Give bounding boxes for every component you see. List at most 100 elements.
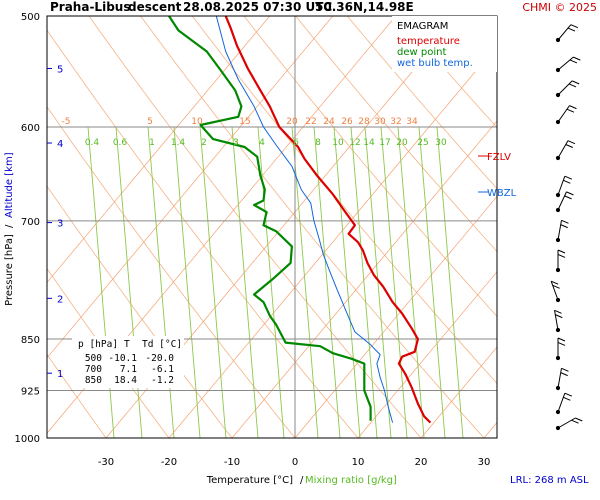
mixing-ratio-line [397, 126, 425, 438]
legend-dew-point: dew point [397, 47, 446, 58]
wind-barb-feather [560, 372, 568, 377]
mixing-ratio-label: 8 [315, 138, 321, 148]
mixing-ratio-line [350, 126, 378, 438]
mixing-ratio-labels: 0.4 0.6 1 1.4 2 3 4 6 8 10 12 14 17 20 25 30 [85, 138, 447, 148]
wind-barb-shaft [557, 56, 574, 71]
wind-barb-shaft [557, 368, 562, 389]
mixing-ratio-label: 1.4 [171, 138, 186, 148]
dry-adiabat [140, 16, 485, 438]
wind-barb-dot [555, 425, 561, 431]
temperature-tick-label: 0 [292, 457, 298, 468]
wind-barb-shaft [557, 80, 573, 96]
pressure-tick-label: 925 [21, 387, 40, 398]
header-credit: CHMI © 2025 [522, 1, 597, 14]
table-cell-p: 850 [85, 375, 102, 386]
mixing-ratio-line [291, 126, 319, 438]
profile-series [168, 16, 432, 424]
wind-barb-feather [575, 417, 583, 422]
mixing-ratio-label: 6 [293, 138, 299, 148]
wind-barb-shaft [554, 310, 559, 331]
mixing-ratio-label: 17 [379, 138, 390, 148]
isotherm-line [547, 16, 600, 438]
table-cell-t: 7.1 [120, 364, 137, 375]
isotherm-line [168, 45, 497, 438]
temperature-tick-label: -30 [98, 457, 114, 468]
legend-wet-bulb: wet bulb temp. [397, 58, 473, 69]
wind-barb-feather [569, 105, 577, 110]
wind-barb-shaft [557, 191, 567, 211]
legend-temperature: temperature [397, 36, 460, 47]
mixing-ratio-label: 30 [435, 138, 447, 148]
isotherm-label: 34 [406, 117, 418, 127]
legend-title: EMAGRAM [397, 21, 448, 32]
mixing-ratio-line [199, 126, 227, 438]
mixing-ratio-line [173, 126, 201, 438]
y-axis-label-pressure: Pressure [hPa] [4, 234, 15, 306]
isotherm-label: 10 [191, 117, 203, 127]
y-axis-label-sep: / [4, 224, 15, 228]
mixing-ratio-label: 0.6 [113, 138, 128, 148]
wind-barb-feather [571, 80, 580, 85]
wind-barb-feather [563, 396, 571, 401]
dry-adiabat [582, 0, 600, 438]
wind-barb-shaft [557, 105, 570, 123]
header-coords: 50.36N,14.98E [315, 0, 414, 14]
pressure-tick-labels: 500 600 700 850 925 1000 [15, 12, 40, 445]
mixing-ratio-label: 2 [201, 138, 207, 148]
wind-barb-dot [555, 385, 561, 391]
pressure-tick-label: 850 [21, 335, 40, 346]
header-station: Praha-Libus [50, 0, 130, 14]
data-table-box [72, 336, 184, 388]
wind-barb-shaft [557, 176, 566, 196]
temperature-tick-label: 10 [352, 457, 365, 468]
wind-barb-dot [555, 37, 561, 43]
dry-adiabat [243, 16, 497, 318]
dry-adiabat [47, 185, 233, 438]
wind-barb-feather [561, 219, 569, 224]
wind-barb-feather [557, 341, 566, 346]
altitude-tick-label: 4 [57, 139, 63, 150]
header-datetime: 28.08.2025 07:30 UTC [183, 0, 332, 14]
wind-barb-feather [567, 27, 576, 32]
isotherm-label: -5 [62, 117, 71, 127]
wind-barb-feather [550, 280, 559, 285]
dry-adiabat [398, 16, 497, 129]
wind-barb-feather [557, 249, 566, 254]
mixing-ratio-label: 12 [349, 138, 360, 148]
wind-barb-feather [563, 179, 571, 184]
dry-adiabat [346, 16, 497, 190]
x-axis-label-temperature: Temperature [°C] [206, 475, 293, 486]
x-axis-label-mixing: Mixing ratio [g/kg] [305, 475, 397, 486]
isotherm-label: 30 [374, 117, 386, 127]
wind-barb-dot [555, 207, 561, 213]
isotherm-line [231, 120, 497, 438]
altitude-tick-labels: 5 4 3 2 1 [47, 64, 63, 380]
mixing-ratio-line [364, 126, 392, 438]
series-wet-bulb-temp [215, 16, 394, 423]
isotherm-label: 5 [147, 117, 153, 127]
wind-barb-shaft [557, 393, 566, 413]
table-cell-td: -6.1 [151, 364, 174, 375]
isotherm-label: 20 [286, 117, 298, 127]
wind-barb-shaft [557, 24, 572, 41]
isotherm-line [47, 16, 271, 284]
wind-barb-shaft [550, 281, 559, 301]
isotherm-line [483, 421, 497, 438]
mixing-ratio-label: 10 [332, 138, 344, 148]
isotherm-label: 28 [358, 117, 370, 127]
wind-barb-feather [557, 253, 566, 258]
table-cell-p: 700 [85, 364, 102, 375]
wind-barb-feather [554, 309, 562, 314]
wind-barb-dot [555, 355, 561, 361]
dry-adiabat [47, 106, 296, 438]
isotherm-labels: -5 5 10 15 20 22 24 26 28 30 32 34 [62, 117, 418, 127]
dry-adiabat [531, 0, 600, 438]
wind-barbs [550, 24, 583, 431]
table-header-t: T [124, 339, 130, 350]
pressure-tick-label: 700 [21, 217, 40, 228]
table-header-td: Td [°C] [142, 339, 182, 350]
wind-barb-feather [565, 144, 573, 148]
temperature-tick-label: -10 [224, 457, 240, 468]
wind-barb-dot [555, 119, 561, 125]
